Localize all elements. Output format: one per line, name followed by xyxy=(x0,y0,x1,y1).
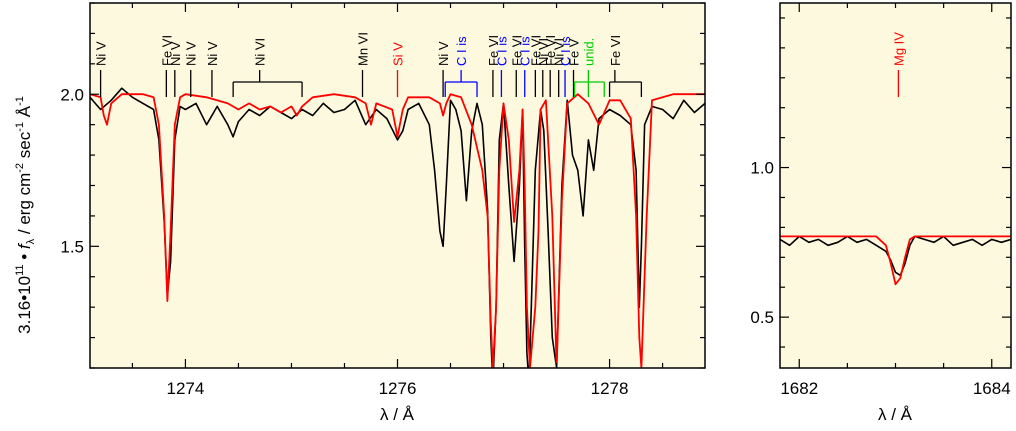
line-identification-label: C I is xyxy=(518,36,533,66)
line-identification: Ni V xyxy=(205,41,220,97)
y-tick-label: 2.0 xyxy=(60,85,84,104)
line-identification-label: Ni V xyxy=(205,41,220,66)
line-identification-label: C I is xyxy=(454,36,469,66)
line-identification: Ni VI xyxy=(552,38,567,97)
line-identification-label: Ni VI xyxy=(253,38,268,66)
line-identification-label: Ni V xyxy=(168,41,183,66)
line-identification-label: Fe VI xyxy=(543,35,558,66)
plot-background xyxy=(90,3,705,368)
line-identification-label: Fe VI xyxy=(608,35,623,66)
line-identification-label: Ni VI xyxy=(536,38,551,66)
y-tick-label: 1.5 xyxy=(60,237,84,256)
line-identification: Fe VI xyxy=(486,35,501,97)
line-identification-label: Fe VI xyxy=(528,35,543,66)
x-tick-label: 1274 xyxy=(167,379,205,398)
line-identification: Fe VI xyxy=(608,35,643,97)
right-spectrum-panel: 1682 1684 0.5 1.0 Mg IV xyxy=(750,2,1012,398)
line-identification: Ni V xyxy=(184,41,199,97)
line-identification-label: Ni V xyxy=(436,41,451,66)
line-identification: Mn VI xyxy=(356,32,371,97)
line-identification-label: Si V xyxy=(391,42,406,66)
observed-spectrum-line xyxy=(780,235,1011,277)
model-spectrum-line xyxy=(90,93,705,368)
line-identification: Si V xyxy=(391,42,406,97)
plot-background xyxy=(780,3,1011,368)
line-identification: Fe VI xyxy=(528,35,543,97)
line-identification: C I is xyxy=(444,36,478,97)
line-identification-label: Fe VI xyxy=(159,35,174,66)
x-tick-label: 1278 xyxy=(591,379,629,398)
y-tick-label: 0.5 xyxy=(750,308,774,327)
line-identification: Mg IV xyxy=(891,32,906,97)
line-identification-label: C I is xyxy=(558,36,573,66)
right-x-axis-label: λ / Å xyxy=(878,405,913,424)
line-identification-label: Ni VI xyxy=(552,38,567,66)
line-identification: Ni VI xyxy=(232,38,303,97)
y-tick-label: 1.0 xyxy=(750,159,774,178)
line-identification-label: Mg IV xyxy=(891,32,906,66)
line-identification-label: Fe VI xyxy=(509,35,524,66)
line-identification-label: unid. xyxy=(581,38,596,66)
observed-spectrum-line xyxy=(90,87,705,368)
x-tick-label: 1682 xyxy=(780,379,818,398)
line-identification: Ni VI xyxy=(536,38,551,97)
model-spectrum-line xyxy=(780,235,1011,286)
line-identification: Ni V xyxy=(168,41,183,97)
line-identification-label: Fe VI xyxy=(486,35,501,66)
y-axis-label: 3.16•1011 • fλ / erg cm-2 sec-1 Å-1 xyxy=(14,96,37,334)
line-identification-label: Mn VI xyxy=(356,32,371,66)
line-identification: C I is xyxy=(494,36,509,97)
line-identification: Fe VI xyxy=(509,35,524,97)
line-identification-label: Fe V xyxy=(567,38,582,66)
x-tick-label: 1276 xyxy=(379,379,417,398)
line-identification-label: C I is xyxy=(494,36,509,66)
line-identification: unid. xyxy=(573,38,605,97)
line-identification: Fe VI xyxy=(543,35,558,97)
line-identification-label: Ni V xyxy=(94,41,109,66)
line-identification-label: Ni V xyxy=(184,41,199,66)
line-identification: Ni V xyxy=(94,41,109,97)
left-x-axis-label: λ / Å xyxy=(380,405,415,424)
line-identification: C I is xyxy=(518,36,533,97)
line-identification: C I is xyxy=(558,36,573,97)
line-identification: Fe VI xyxy=(159,35,174,97)
x-tick-label: 1684 xyxy=(973,379,1011,398)
line-identification: Fe V xyxy=(567,38,582,97)
line-identification: Ni V xyxy=(436,41,451,97)
